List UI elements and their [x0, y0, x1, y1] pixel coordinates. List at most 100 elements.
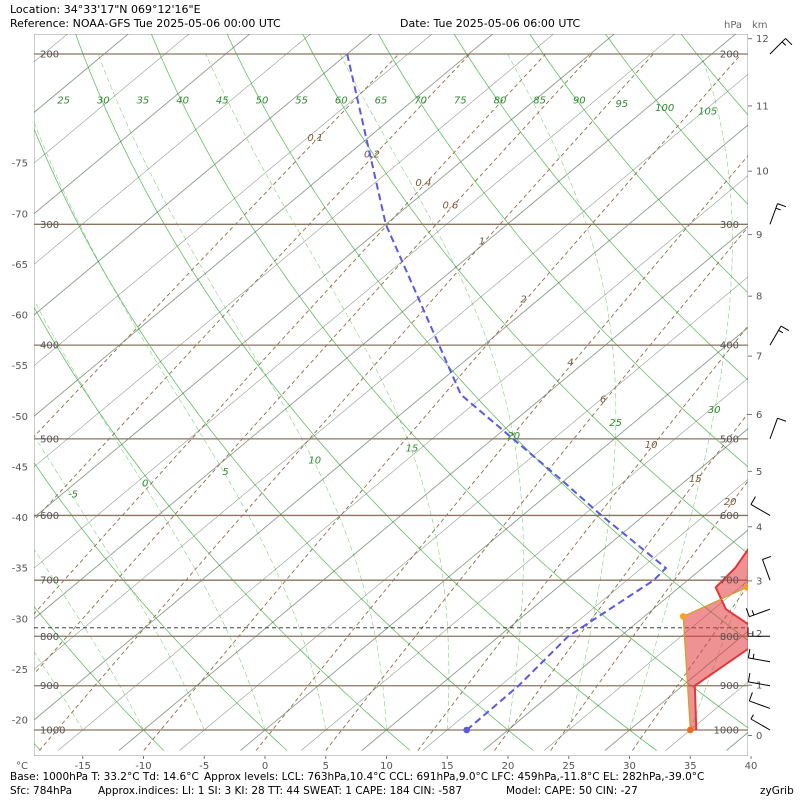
wind-barbs: [745, 38, 793, 731]
isotherm: [179, 276, 748, 751]
barb-staff: [748, 681, 771, 687]
moist-adiabat: [34, 434, 205, 731]
dry-adiabat-label: 40: [176, 95, 189, 106]
barb-flag: [748, 692, 753, 702]
left-tick-label: -40: [12, 513, 28, 524]
mixing-ratio-label: 0.2: [364, 150, 380, 161]
pressure-label-left: 400: [40, 341, 59, 352]
left-tick-label: -35: [12, 564, 28, 575]
left-tick-label: -60: [12, 311, 28, 322]
left-tick-label: -25: [12, 665, 28, 676]
mixing-ratio-line: [255, 155, 748, 751]
barb-flag: [747, 648, 751, 659]
pressure-label-right: 200: [720, 50, 739, 61]
moist-adiabat: [0, 54, 22, 730]
pressure-label-right: 400: [720, 341, 739, 352]
isotherm: [34, 34, 190, 164]
barb-flag: [762, 555, 772, 560]
dry-adiabat-label: 55: [295, 95, 308, 106]
surface-values: Base: 1000hPa T: 33.2°C Td: 14.6°C: [10, 771, 199, 783]
isotherm: [483, 529, 748, 751]
isotherm: [240, 326, 748, 751]
left-tick-label: -45: [12, 462, 28, 473]
barb-staff: [769, 418, 778, 440]
barb-flag: [750, 714, 754, 720]
reference-text: Reference: NOAA-GFS Tue 2025-05-06 00:00…: [10, 17, 281, 30]
mixing-ratio-line: [325, 226, 748, 751]
height-tick-label: 4: [756, 522, 762, 533]
barb-staff: [750, 504, 771, 516]
barb-staff: [749, 608, 771, 618]
mixing-ratio-label: 0.6: [442, 201, 458, 212]
sounding-lines: [346, 53, 748, 734]
dry-adiabat-label: 105: [698, 107, 717, 118]
height-tick-label: 9: [756, 230, 762, 241]
wind-barb-4: [747, 627, 770, 637]
isotherm: [34, 34, 554, 468]
wind-barb-5: [745, 608, 771, 618]
dry-adiabat-label: 95: [616, 99, 629, 110]
height-tick-label: 11: [756, 101, 769, 112]
height-tick-label: 7: [756, 352, 762, 363]
pressure-label-left: 600: [40, 511, 59, 522]
x-tick-label: 35: [684, 761, 697, 772]
mixing-ratio-line: [39, 53, 654, 751]
mixing-ratio-label: 15: [689, 474, 702, 485]
isotherm: [34, 34, 311, 265]
moist-adiabat-label: 15: [406, 443, 419, 454]
mixing-ratio-line: [143, 53, 742, 751]
parcel-line: [682, 585, 748, 731]
dry-adiabat-label: 65: [375, 95, 388, 106]
pressure-label-right: 900: [720, 681, 739, 692]
barb-flag: [778, 329, 784, 334]
isotherm: [361, 428, 748, 751]
approx-levels: Approx levels: LCL: 763hPa,10.4°C CCL: 6…: [204, 771, 705, 783]
isotherm: [34, 73, 748, 670]
moist-adiabat: [339, 53, 524, 731]
x-tick-label: 5: [323, 761, 329, 772]
approx-indices: Approx.indices: LI: 1 SI: 3 KI: 28 TT: 4…: [98, 785, 463, 797]
parcel-marker-0: [686, 726, 694, 734]
x-tick-label: 15: [441, 761, 454, 772]
surface-pressure: Sfc: 784hPa: [10, 785, 73, 797]
moist-adiabat: [34, 121, 327, 731]
dewpoint-line: [346, 53, 667, 731]
x-tick-label: 0: [262, 761, 268, 772]
km-unit-label: km: [752, 20, 768, 31]
moist-adiabat-label: 5: [222, 467, 228, 478]
cape-cin-areas: [683, 549, 748, 730]
barb-staff: [749, 700, 771, 709]
height-tick-label: 5: [756, 467, 762, 478]
left-tick-label: -70: [12, 209, 28, 220]
mixing-ratio-label: 0.1: [307, 133, 323, 144]
dry-adiabat-label: 25: [57, 95, 70, 106]
pressure-label-right: 500: [720, 434, 739, 445]
isotherm: [34, 34, 494, 417]
isotherm: [34, 34, 129, 114]
barb-flag: [777, 417, 787, 422]
mixing-ratio-label: 20: [724, 497, 737, 508]
wind-barb-11: [769, 38, 793, 55]
mixing-ratio-line: [550, 480, 748, 751]
isotherm: [34, 34, 251, 215]
isotherm: [0, 0, 6, 750]
barb-flag: [781, 41, 787, 46]
parcel-marker-2: [743, 584, 748, 591]
moist-adiabat-label: 25: [609, 418, 622, 429]
cape-area-upper: [715, 549, 748, 588]
barb-flag: [747, 672, 751, 683]
height-tick-label: 8: [756, 292, 762, 303]
wind-barb-8: [769, 417, 787, 440]
location-text: Location: 34°33'17"N 069°12'16"E: [10, 3, 201, 16]
barb-flag: [745, 608, 750, 617]
isotherm: [300, 377, 748, 751]
parcel-marker-5: [463, 726, 470, 734]
moist-adiabat-label: 10: [308, 455, 321, 466]
height-tick-label: 10: [756, 167, 769, 178]
height-tick-label: 6: [756, 410, 762, 421]
dry-adiabat-label: 85: [533, 95, 546, 106]
mixing-ratio-line: [34, 53, 593, 675]
height-tick-label: 12: [756, 34, 769, 45]
barb-flag: [750, 496, 756, 505]
